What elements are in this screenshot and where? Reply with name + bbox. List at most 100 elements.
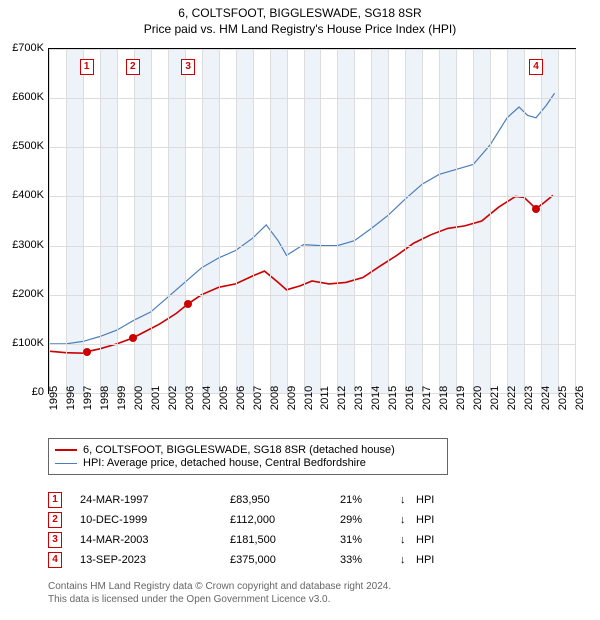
legend-swatch bbox=[55, 449, 77, 451]
x-gridline bbox=[253, 49, 254, 393]
event-marker-box: 1 bbox=[80, 59, 94, 75]
x-tick-label: 2005 bbox=[218, 386, 230, 410]
event-row-ref: HPI bbox=[416, 514, 456, 526]
y-tick-label: £500K bbox=[12, 140, 44, 152]
x-gridline bbox=[405, 49, 406, 393]
x-gridline bbox=[507, 49, 508, 393]
footer-line: This data is licensed under the Open Gov… bbox=[48, 593, 391, 606]
x-gridline bbox=[168, 49, 169, 393]
footer-line: Contains HM Land Registry data © Crown c… bbox=[48, 580, 391, 593]
y-gridline bbox=[49, 246, 575, 247]
series-line bbox=[49, 93, 555, 344]
event-row-num: 3 bbox=[48, 532, 62, 548]
y-gridline bbox=[49, 147, 575, 148]
x-gridline bbox=[371, 49, 372, 393]
x-tick-label: 2006 bbox=[235, 386, 247, 410]
x-tick-label: 2026 bbox=[574, 386, 586, 410]
x-tick-label: 2000 bbox=[133, 386, 145, 410]
x-tick-label: 2001 bbox=[150, 386, 162, 410]
event-marker-box: 2 bbox=[126, 59, 140, 75]
x-tick-label: 2018 bbox=[438, 386, 450, 410]
event-row-date: 14-MAR-2003 bbox=[80, 534, 230, 546]
event-row-pct: 29% bbox=[340, 514, 400, 526]
y-tick-label: £300K bbox=[12, 239, 44, 251]
x-tick-label: 2016 bbox=[404, 386, 416, 410]
x-gridline bbox=[456, 49, 457, 393]
x-tick-label: 2010 bbox=[303, 386, 315, 410]
event-marker-dot bbox=[129, 334, 137, 342]
event-row: 124-MAR-1997£83,95021%↓HPI bbox=[48, 492, 558, 508]
x-gridline bbox=[422, 49, 423, 393]
legend-item: 6, COLTSFOOT, BIGGLESWADE, SG18 8SR (det… bbox=[55, 444, 441, 456]
x-tick-label: 2002 bbox=[167, 386, 179, 410]
event-row-date: 13-SEP-2023 bbox=[80, 554, 230, 566]
x-gridline bbox=[202, 49, 203, 393]
event-row: 413-SEP-2023£375,00033%↓HPI bbox=[48, 552, 558, 568]
x-gridline bbox=[439, 49, 440, 393]
plot-area: 1 2 3 4 bbox=[48, 48, 576, 394]
arrow-down-icon: ↓ bbox=[400, 514, 416, 526]
x-tick-label: 2023 bbox=[523, 386, 535, 410]
event-row-date: 10-DEC-1999 bbox=[80, 514, 230, 526]
arrow-down-icon: ↓ bbox=[400, 554, 416, 566]
event-marker-box: 3 bbox=[181, 59, 195, 75]
x-tick-label: 1996 bbox=[65, 386, 77, 410]
y-gridline bbox=[49, 344, 575, 345]
y-tick-label: £200K bbox=[12, 288, 44, 300]
event-row-price: £83,950 bbox=[230, 494, 340, 506]
event-row-price: £181,500 bbox=[230, 534, 340, 546]
x-gridline bbox=[83, 49, 84, 393]
x-gridline bbox=[151, 49, 152, 393]
arrow-down-icon: ↓ bbox=[400, 494, 416, 506]
event-marker-box: 4 bbox=[529, 59, 543, 75]
footer-attribution: Contains HM Land Registry data © Crown c… bbox=[48, 580, 391, 606]
event-marker-dot bbox=[532, 205, 540, 213]
x-gridline bbox=[219, 49, 220, 393]
event-row: 210-DEC-1999£112,00029%↓HPI bbox=[48, 512, 558, 528]
x-tick-label: 2007 bbox=[252, 386, 264, 410]
chart-title-address: 6, COLTSFOOT, BIGGLESWADE, SG18 8SR bbox=[0, 6, 600, 20]
x-tick-label: 1998 bbox=[99, 386, 111, 410]
legend-swatch bbox=[55, 463, 77, 464]
legend-label: HPI: Average price, detached house, Cent… bbox=[83, 457, 366, 469]
x-tick-label: 2021 bbox=[489, 386, 501, 410]
x-gridline bbox=[117, 49, 118, 393]
x-gridline bbox=[100, 49, 101, 393]
event-row-ref: HPI bbox=[416, 494, 456, 506]
event-row-ref: HPI bbox=[416, 554, 456, 566]
event-row-pct: 31% bbox=[340, 534, 400, 546]
chart-title-sub: Price paid vs. HM Land Registry's House … bbox=[0, 22, 600, 36]
y-tick-label: £400K bbox=[12, 189, 44, 201]
y-tick-label: £100K bbox=[12, 337, 44, 349]
x-tick-label: 1995 bbox=[48, 386, 60, 410]
x-tick-label: 2012 bbox=[336, 386, 348, 410]
legend: 6, COLTSFOOT, BIGGLESWADE, SG18 8SR (det… bbox=[48, 438, 448, 475]
event-row-num: 4 bbox=[48, 552, 62, 568]
x-gridline bbox=[575, 49, 576, 393]
y-tick-label: £600K bbox=[12, 91, 44, 103]
x-gridline bbox=[388, 49, 389, 393]
x-tick-label: 2024 bbox=[540, 386, 552, 410]
x-gridline bbox=[236, 49, 237, 393]
legend-item: HPI: Average price, detached house, Cent… bbox=[55, 457, 441, 469]
x-gridline bbox=[185, 49, 186, 393]
x-tick-label: 2020 bbox=[472, 386, 484, 410]
x-tick-label: 2022 bbox=[506, 386, 518, 410]
arrow-down-icon: ↓ bbox=[400, 534, 416, 546]
events-table: 124-MAR-1997£83,95021%↓HPI 210-DEC-1999£1… bbox=[48, 488, 558, 572]
x-gridline bbox=[541, 49, 542, 393]
x-gridline bbox=[270, 49, 271, 393]
x-tick-label: 2015 bbox=[387, 386, 399, 410]
series-line bbox=[49, 195, 553, 353]
event-row-date: 24-MAR-1997 bbox=[80, 494, 230, 506]
x-gridline bbox=[66, 49, 67, 393]
x-tick-label: 2004 bbox=[201, 386, 213, 410]
x-gridline bbox=[337, 49, 338, 393]
event-marker-dot bbox=[83, 348, 91, 356]
y-tick-label: £700K bbox=[12, 42, 44, 54]
x-tick-label: 2017 bbox=[421, 386, 433, 410]
x-gridline bbox=[320, 49, 321, 393]
event-row-price: £375,000 bbox=[230, 554, 340, 566]
x-tick-label: 2003 bbox=[184, 386, 196, 410]
x-gridline bbox=[473, 49, 474, 393]
